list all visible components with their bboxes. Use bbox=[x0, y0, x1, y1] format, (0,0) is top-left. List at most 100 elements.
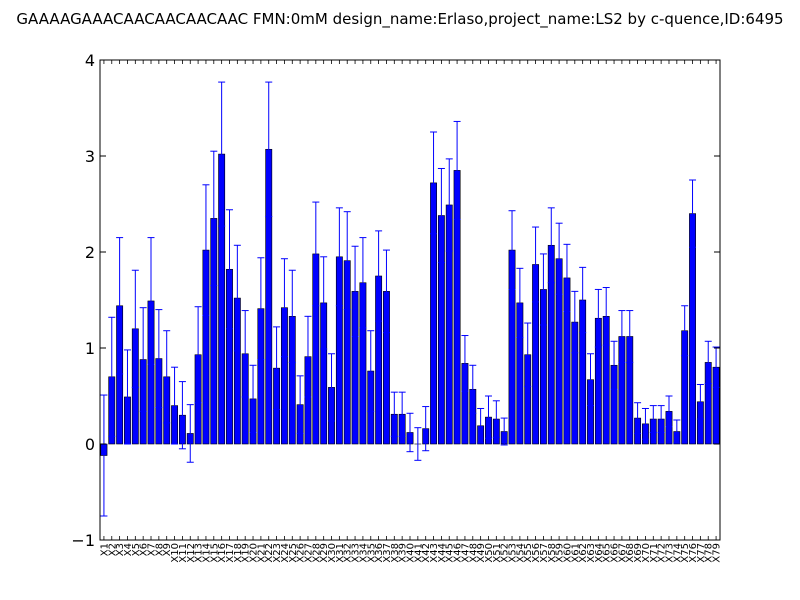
error-bar-X31 bbox=[335, 207, 343, 307]
error-bar-X46 bbox=[453, 120, 461, 220]
error-bar-X2 bbox=[108, 316, 116, 437]
xtick-label-X42: X42 bbox=[421, 543, 432, 563]
error-bar-X7 bbox=[147, 237, 155, 365]
xtick-label-X15: X15 bbox=[209, 543, 220, 563]
xtick-label-X33: X33 bbox=[351, 543, 362, 563]
xtick-label-X71: X71 bbox=[649, 543, 660, 563]
xtick-label-X5: X5 bbox=[131, 543, 142, 556]
xtick-label-X27: X27 bbox=[303, 543, 314, 563]
error-bar-X77 bbox=[696, 383, 704, 420]
xtick-label-X76: X76 bbox=[688, 543, 699, 563]
error-bar-X34 bbox=[359, 237, 367, 329]
xtick-label-X38: X38 bbox=[390, 543, 401, 563]
error-bar-X9 bbox=[163, 330, 171, 424]
error-bar-X61 bbox=[571, 290, 579, 354]
error-bar-X76 bbox=[689, 179, 697, 248]
xtick-label-X60: X60 bbox=[562, 543, 573, 563]
error-bar-X47 bbox=[461, 335, 469, 392]
xtick-label-X14: X14 bbox=[201, 543, 212, 563]
error-bar-X37 bbox=[382, 249, 390, 334]
error-bar-X28 bbox=[312, 201, 320, 307]
xtick-label-X31: X31 bbox=[335, 543, 346, 563]
xtick-label-X6: X6 bbox=[139, 543, 150, 556]
xtick-label-X32: X32 bbox=[343, 543, 354, 563]
error-bar-X59 bbox=[555, 222, 563, 295]
error-bar-X3 bbox=[116, 237, 124, 375]
error-bar-X49 bbox=[477, 407, 485, 444]
error-bar-X10 bbox=[171, 366, 179, 445]
error-bar-X45 bbox=[445, 158, 453, 252]
ytick-label-0: 0 bbox=[85, 435, 95, 454]
error-bar-X19 bbox=[241, 310, 249, 398]
xtick-label-X79: X79 bbox=[712, 543, 723, 563]
xtick-label-X8: X8 bbox=[154, 543, 165, 556]
error-bar-X51 bbox=[492, 400, 500, 438]
xtick-label-X57: X57 bbox=[539, 543, 550, 563]
xtick-label-X39: X39 bbox=[398, 543, 409, 563]
error-bar-X13 bbox=[194, 306, 202, 404]
xtick-label-X62: X62 bbox=[578, 543, 589, 563]
ytick-label-2: 2 bbox=[85, 243, 95, 262]
xtick-label-X37: X37 bbox=[382, 543, 393, 563]
error-bar-X32 bbox=[343, 211, 351, 311]
xtick-label-X64: X64 bbox=[594, 543, 605, 563]
error-bar-X24 bbox=[280, 258, 288, 358]
error-bar-X64 bbox=[594, 288, 602, 348]
xtick-label-X10: X10 bbox=[170, 543, 181, 563]
xtick-label-X19: X19 bbox=[241, 543, 252, 563]
xtick-label-X25: X25 bbox=[288, 543, 299, 563]
xtick-label-X56: X56 bbox=[531, 543, 542, 563]
xtick-label-X23: X23 bbox=[272, 543, 283, 563]
xtick-label-X44: X44 bbox=[437, 543, 448, 563]
xtick-label-X49: X49 bbox=[476, 543, 487, 563]
xtick-label-X9: X9 bbox=[162, 543, 173, 556]
error-bar-X12 bbox=[186, 404, 194, 463]
xtick-label-X59: X59 bbox=[555, 543, 566, 563]
error-bar-X44 bbox=[437, 167, 445, 264]
error-bar-X23 bbox=[273, 326, 281, 410]
xtick-label-X65: X65 bbox=[602, 543, 613, 563]
xtick-label-X61: X61 bbox=[570, 543, 581, 563]
error-bar-X54 bbox=[516, 267, 524, 338]
xtick-label-X12: X12 bbox=[186, 543, 197, 563]
error-bar-X22 bbox=[265, 81, 273, 217]
xtick-label-X21: X21 bbox=[256, 543, 267, 563]
error-bar-X29 bbox=[320, 256, 328, 350]
ytick-label-1: 1 bbox=[85, 339, 95, 358]
xtick-label-X11: X11 bbox=[178, 543, 189, 563]
error-bar-X58 bbox=[547, 207, 555, 284]
error-bar-X20 bbox=[249, 364, 257, 433]
error-bar-X72 bbox=[657, 405, 665, 433]
xtick-label-X3: X3 bbox=[115, 543, 126, 556]
error-bar-X48 bbox=[469, 364, 477, 414]
xtick-label-X69: X69 bbox=[633, 543, 644, 563]
xtick-label-X18: X18 bbox=[233, 543, 244, 563]
xtick-label-X78: X78 bbox=[704, 543, 715, 563]
error-bar-X26 bbox=[296, 375, 304, 434]
error-bar-X11 bbox=[178, 381, 186, 450]
error-bar-X74 bbox=[673, 419, 681, 444]
error-bar-X78 bbox=[704, 340, 712, 385]
error-bar-X50 bbox=[484, 395, 492, 439]
xtick-label-X55: X55 bbox=[523, 543, 534, 563]
xtick-label-X52: X52 bbox=[500, 543, 511, 563]
xtick-label-X74: X74 bbox=[672, 543, 683, 563]
error-bar-X41 bbox=[414, 427, 422, 461]
xtick-label-X63: X63 bbox=[586, 543, 597, 563]
error-bar-X36 bbox=[375, 230, 383, 322]
error-bar-X33 bbox=[351, 245, 359, 337]
error-bar-X53 bbox=[508, 210, 516, 290]
xtick-label-X7: X7 bbox=[147, 543, 158, 556]
xtick-label-X50: X50 bbox=[484, 543, 495, 563]
bar-X76 bbox=[689, 213, 696, 445]
chart-title: GAAAAGAAACAACAACAACAAC FMN:0mM design_na… bbox=[16, 10, 783, 29]
xtick-label-X54: X54 bbox=[515, 543, 526, 563]
error-bar-X25 bbox=[288, 269, 296, 363]
xtick-label-X47: X47 bbox=[460, 543, 471, 563]
error-bar-X71 bbox=[649, 405, 657, 433]
xtick-label-X30: X30 bbox=[327, 543, 338, 563]
xtick-label-X17: X17 bbox=[225, 543, 236, 563]
xtick-label-X35: X35 bbox=[366, 543, 377, 563]
xtick-label-X70: X70 bbox=[641, 543, 652, 563]
